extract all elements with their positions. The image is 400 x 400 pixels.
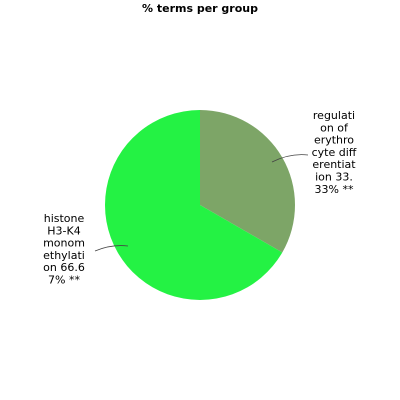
slice-label-line: 33% **: [315, 183, 354, 196]
slice-label-2: histone H3-K4 monom ethylati on 66.6 7% **: [43, 212, 85, 287]
slice-label-line: on 66.6: [43, 261, 85, 274]
slice-label-line: regulati: [313, 109, 355, 122]
slice-label-line: cyte diff: [312, 146, 357, 159]
slice-label-line: H3-K4: [47, 224, 80, 237]
slice-label-line: 7% **: [48, 274, 80, 287]
slice-label-line: erentiat: [312, 158, 356, 171]
slice-label-line: histone: [44, 212, 85, 225]
slice-label-1: regulati on of erythro cyte diff erentiat ion…: [312, 109, 357, 196]
slice-label-line: on of: [320, 121, 349, 134]
pie-slices: [105, 110, 295, 300]
slice-label-line: ethylati: [43, 249, 85, 262]
slice-label-line: ion 33.: [315, 171, 353, 184]
slice-label-line: erythro: [314, 134, 354, 147]
slice-label-line: monom: [43, 237, 85, 250]
chart-title: % terms per group: [142, 2, 258, 15]
